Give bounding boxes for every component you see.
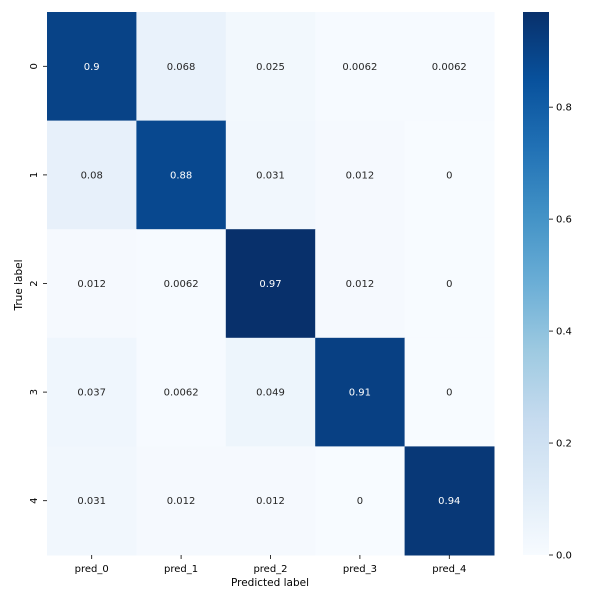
heatmap-cell (136, 337, 227, 447)
cell-value-label: 0.068 (167, 62, 196, 73)
cell-value-label: 0.0062 (432, 62, 467, 73)
cell-value-label: 0.012 (77, 279, 106, 290)
y-axis-ticks: 0 1 2 3 4 (29, 63, 47, 504)
cell-value-label: 0.0062 (164, 388, 199, 399)
heatmap-cell (315, 12, 406, 122)
y-axis-label: True label (13, 259, 25, 311)
cell-value-label: 0.031 (77, 496, 106, 507)
heatmap-cell (225, 120, 316, 230)
colorbar (523, 12, 549, 555)
x-tick-label: pred_3 (343, 564, 377, 575)
heatmap-cell (47, 446, 137, 556)
cell-value-label: 0.012 (346, 170, 375, 181)
cell-value-label: 0.97 (259, 279, 281, 290)
heatmap-cell (47, 337, 137, 447)
cell-value-label: 0 (357, 496, 363, 507)
y-tick-label: 1 (29, 172, 40, 178)
heatmap-cell (47, 229, 137, 339)
colorbar-tick-label: 0.4 (556, 327, 572, 338)
colorbar-ticks: 0.0 0.2 0.4 0.6 0.8 (549, 103, 572, 562)
cell-value-label: 0 (446, 388, 452, 399)
heatmap-cells (47, 12, 495, 556)
y-tick-label: 2 (29, 280, 40, 286)
cell-value-label: 0.88 (170, 170, 192, 181)
cell-value-label: 0.031 (256, 170, 285, 181)
y-tick-label: 4 (29, 498, 40, 504)
cell-value-label: 0.0062 (164, 279, 199, 290)
heatmap-cell (315, 446, 406, 556)
cell-value-label: 0 (446, 279, 452, 290)
y-tick-label: 3 (29, 389, 40, 395)
y-tick-label: 0 (29, 63, 40, 69)
cell-value-label: 0.0062 (342, 62, 377, 73)
colorbar-tick-label: 0.6 (556, 215, 572, 226)
x-tick-label: pred_2 (253, 564, 287, 575)
cell-value-label: 0 (446, 170, 452, 181)
heatmap-cell (315, 337, 406, 447)
heatmap-cell (225, 446, 316, 556)
x-tick-label: pred_4 (432, 564, 466, 575)
cell-value-label: 0.012 (346, 279, 375, 290)
heatmap-cell (225, 12, 316, 122)
heatmap-cell (47, 120, 137, 230)
heatmap-cell (404, 12, 495, 122)
heatmap-cell (404, 120, 495, 230)
heatmap-cell (136, 446, 227, 556)
x-tick-label: pred_0 (75, 564, 109, 575)
cell-value-label: 0.012 (167, 496, 196, 507)
cell-value-label: 0.025 (256, 62, 285, 73)
colorbar-tick-label: 0.8 (556, 103, 572, 114)
heatmap-cell (225, 337, 316, 447)
heatmap-cell (315, 229, 406, 339)
heatmap-cell (225, 229, 316, 339)
cell-value-label: 0.94 (438, 496, 460, 507)
x-axis-ticks: pred_0 pred_1 pred_2 pred_3 pred_4 (75, 555, 466, 575)
heatmap-cell (47, 12, 137, 122)
heatmap-cell (136, 12, 227, 122)
cell-value-label: 0.037 (77, 388, 106, 399)
cell-value-label: 0.049 (256, 388, 285, 399)
cell-value-label: 0.08 (81, 170, 103, 181)
colorbar-tick-label: 0.2 (556, 439, 572, 450)
heatmap-cell-labels: 0.9 0.068 0.025 0.0062 0.0062 0.08 0.88 0.031 0.… (77, 62, 466, 507)
cell-value-label: 0.9 (84, 62, 100, 73)
heatmap-cell (404, 229, 495, 339)
heatmap-cell (404, 446, 495, 556)
heatmap-cell (136, 120, 227, 230)
colorbar-tick-label: 0.0 (556, 551, 572, 562)
heatmap-cell (136, 229, 227, 339)
heatmap-cell (404, 337, 495, 447)
x-axis-label: Predicted label (231, 577, 309, 589)
cell-value-label: 0.91 (349, 388, 371, 399)
x-tick-label: pred_1 (164, 564, 198, 575)
cell-value-label: 0.012 (256, 496, 285, 507)
heatmap-cell (315, 120, 406, 230)
